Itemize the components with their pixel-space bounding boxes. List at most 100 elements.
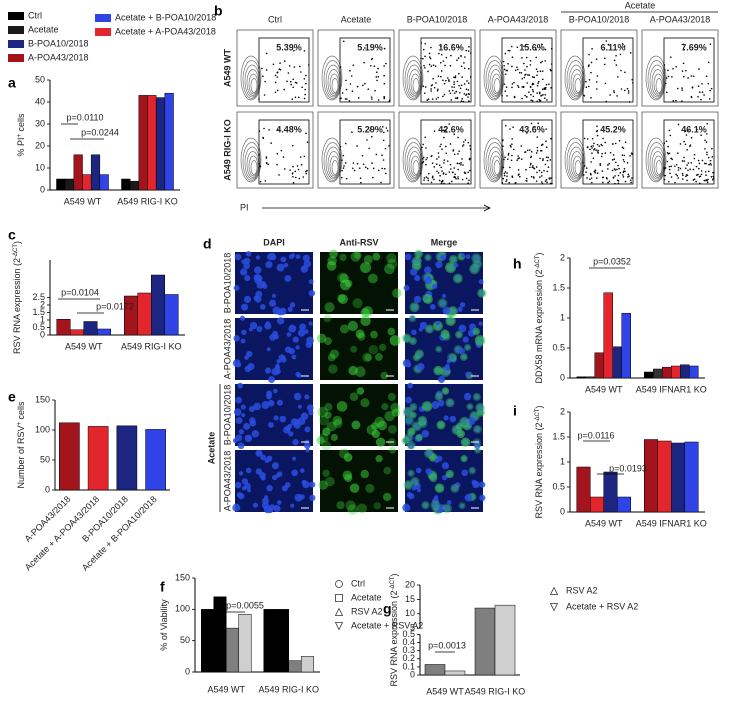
event-dot — [537, 80, 540, 83]
rsv-signal — [383, 466, 392, 475]
event-dot — [384, 147, 387, 150]
rsv-signal — [442, 503, 453, 514]
event-dot — [351, 167, 354, 170]
event-dot — [421, 158, 424, 160]
nucleus — [291, 456, 297, 461]
nucleus — [470, 265, 479, 273]
event-dot — [685, 134, 688, 136]
micrograph — [320, 450, 398, 512]
nucleus — [467, 417, 476, 426]
event-dot — [293, 49, 295, 52]
nucleus — [279, 415, 287, 423]
event-dot — [530, 93, 532, 96]
event-dot — [460, 161, 462, 164]
event-dot — [446, 77, 449, 79]
nucleus — [299, 323, 307, 331]
event-dot — [597, 149, 599, 152]
event-dot — [297, 168, 300, 171]
event-dot — [382, 139, 385, 142]
event-dot — [600, 155, 603, 158]
event-dot — [344, 98, 347, 100]
event-dot — [371, 57, 374, 60]
rsv-signal — [452, 273, 463, 284]
nucleus — [465, 345, 470, 350]
gate — [582, 37, 634, 103]
bar — [644, 371, 654, 379]
event-dot — [463, 62, 465, 64]
nucleus — [233, 285, 240, 291]
bar — [263, 609, 277, 673]
y-tick-label: 0.4 — [402, 637, 415, 647]
event-dot — [440, 70, 443, 72]
nucleus — [413, 422, 421, 430]
event-dot — [548, 83, 550, 85]
event-dot — [506, 175, 508, 177]
nucleus — [408, 471, 414, 476]
event-dot — [438, 52, 440, 55]
nucleus — [440, 254, 447, 261]
y-tick-label: 50 — [35, 74, 45, 84]
nucleus — [267, 399, 275, 407]
event-dot — [467, 171, 469, 174]
event-dot — [511, 83, 514, 85]
panel-label: g — [383, 601, 392, 617]
event-dot — [430, 181, 433, 184]
rsv-signal — [409, 337, 417, 346]
event-dot — [469, 169, 471, 172]
nucleus — [287, 423, 293, 429]
y-tick-label: 150 — [35, 394, 50, 404]
nucleus — [255, 449, 263, 457]
x-axis-label: PI — [240, 202, 249, 212]
event-dot — [259, 165, 262, 168]
rsv-signal — [367, 273, 378, 284]
flow-plot — [398, 111, 476, 189]
event-dot — [370, 64, 372, 67]
event-dot — [451, 86, 453, 88]
nucleus — [274, 365, 281, 371]
density-contour — [410, 155, 421, 177]
event-dot — [590, 161, 592, 163]
event-dot — [529, 64, 532, 66]
event-dot — [445, 131, 447, 133]
event-dot — [504, 90, 507, 92]
y-axis-label-part: ) — [534, 252, 544, 255]
rsv-signal — [434, 392, 444, 401]
event-dot — [443, 136, 445, 139]
rsv-signal — [353, 251, 362, 260]
event-dot — [528, 74, 531, 76]
rsv-signal — [329, 349, 339, 359]
event-dot — [616, 168, 618, 171]
event-dot — [706, 133, 708, 135]
group-header: Acetate — [625, 0, 656, 10]
event-dot — [596, 134, 599, 137]
event-dot — [589, 172, 592, 175]
event-dot — [512, 148, 515, 151]
event-dot — [425, 158, 427, 161]
event-dot — [707, 170, 710, 173]
event-dot — [421, 161, 424, 164]
y-tick-label: 0.5 — [32, 322, 45, 332]
rsv-signal — [319, 415, 330, 426]
x-tick-label: A549 WT — [585, 518, 623, 528]
event-dot — [668, 165, 671, 168]
event-dot — [677, 123, 680, 126]
event-dot — [356, 162, 359, 165]
event-dot — [276, 76, 279, 78]
y-tick-label: 40 — [35, 96, 45, 106]
panel-label: h — [513, 256, 522, 272]
event-dot — [358, 167, 361, 169]
nucleus — [241, 485, 247, 491]
event-dot — [614, 142, 617, 145]
event-dot — [708, 163, 710, 166]
event-dot — [467, 50, 470, 52]
event-dot — [706, 181, 709, 184]
nucleus — [461, 469, 469, 477]
column-header: Merge — [431, 237, 458, 247]
event-dot — [437, 152, 440, 154]
event-dot — [614, 175, 616, 177]
event-dot — [343, 40, 345, 43]
event-dot — [441, 170, 443, 172]
event-dot — [607, 43, 610, 46]
nucleus — [266, 347, 271, 352]
event-dot — [292, 181, 295, 184]
